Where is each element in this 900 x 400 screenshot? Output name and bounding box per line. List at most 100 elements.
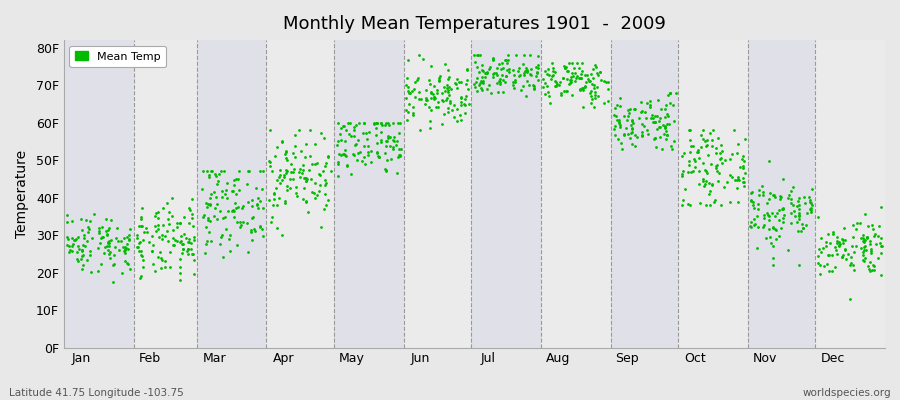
Point [645,115,660,122]
Point [240,220,255,226]
Point [788,212,802,219]
Point [374,139,389,145]
Point [529,64,544,70]
Point [600,78,615,85]
Point [292,166,307,172]
Point [156,204,170,211]
Point [458,96,473,102]
Point [280,187,294,194]
Point [713,156,727,162]
Point [875,243,889,249]
Point [186,234,201,240]
Point [558,64,572,71]
Point [132,240,147,246]
Point [810,260,824,266]
Point [441,76,455,83]
Point [380,138,394,144]
Point [834,254,849,260]
Point [371,153,385,159]
Point [295,166,310,173]
Point [378,167,392,174]
Point [399,94,413,101]
Point [85,235,99,241]
Point [729,185,743,192]
Point [814,249,828,255]
Point [472,79,487,86]
Point [196,168,211,175]
Point [860,235,874,242]
Point [586,65,600,72]
Point [212,171,226,178]
Point [564,79,579,86]
Point [253,224,267,231]
Point [580,71,594,78]
Point [370,140,384,146]
Point [200,204,214,210]
Point [346,151,360,157]
Point [737,178,751,185]
Point [727,127,742,133]
Point [469,79,483,86]
Point [598,79,613,86]
Point [662,90,677,96]
Point [460,66,474,72]
Point [332,150,347,157]
Point [145,248,159,255]
Point [422,77,436,84]
Point [724,174,739,180]
Point [245,197,259,204]
Point [687,155,701,162]
Point [713,150,727,156]
Point [118,246,132,253]
Point [620,116,634,123]
Point [560,87,574,94]
Point [245,203,259,210]
Point [296,196,310,202]
Point [727,177,742,183]
Point [339,126,354,133]
Point [562,81,576,87]
Point [278,150,293,157]
Point [628,143,643,149]
Point [441,66,455,73]
Point [424,95,438,101]
Point [457,101,472,108]
Point [842,262,857,268]
Point [255,186,269,192]
Point [844,254,859,260]
Bar [64,40,134,348]
Point [526,85,541,91]
Point [499,73,513,80]
Point [563,76,578,83]
Point [514,87,528,93]
Point [586,74,600,81]
Point [762,234,777,240]
Point [83,252,97,258]
Point [118,245,132,252]
Point [666,102,680,109]
Text: worldspecies.org: worldspecies.org [803,388,891,398]
Point [867,233,881,239]
Point [757,212,771,218]
Point [476,68,491,74]
Point [450,85,464,92]
Point [734,156,749,162]
Point [681,127,696,133]
Point [832,238,846,245]
Point [682,158,697,164]
Point [777,212,791,218]
Point [103,224,117,231]
Point [481,69,495,76]
Point [751,206,765,212]
Point [761,217,776,224]
Point [173,256,187,262]
Point [493,79,508,85]
Point [467,58,482,65]
Point [692,154,706,161]
Point [774,194,788,200]
Point [162,221,176,228]
Point [87,211,102,218]
Point [786,184,800,190]
Point [440,82,454,88]
Point [446,114,461,120]
